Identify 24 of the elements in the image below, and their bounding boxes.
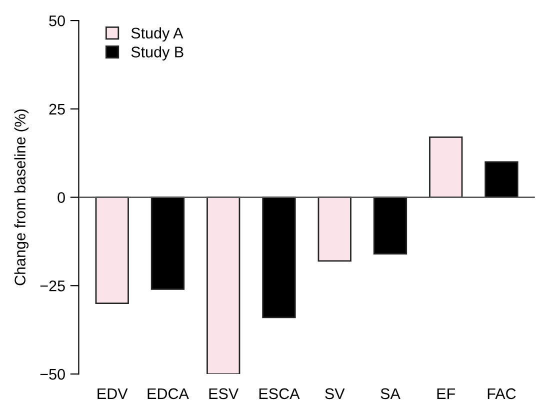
y-tick-label: 25 <box>49 104 65 115</box>
bar <box>373 196 408 255</box>
bar <box>206 196 240 374</box>
bar <box>318 196 352 262</box>
x-tick-label: EDV <box>98 388 128 399</box>
x-tick-label: SA <box>380 388 400 400</box>
legend-label: Study B <box>131 46 184 60</box>
y-tick-label: 0 <box>58 192 65 203</box>
x-tick-label: SV <box>325 388 345 400</box>
y-axis-title: Change from baseline (%) <box>14 109 29 286</box>
legend-label: Study A <box>131 27 184 42</box>
bar <box>150 196 185 290</box>
bar <box>429 136 463 198</box>
x-tick-label: ESCA <box>259 388 300 400</box>
bar <box>95 196 129 304</box>
x-tick-label: EF <box>437 388 456 399</box>
x-tick-label: ESV <box>209 388 239 400</box>
bar <box>262 196 296 318</box>
x-tick-label: FAC <box>488 388 516 400</box>
x-tick-label: EDCA <box>148 388 189 400</box>
y-tick-label: −25 <box>40 280 65 292</box>
bar <box>484 161 518 198</box>
y-tick-label: 50 <box>49 15 65 26</box>
y-tick-label: −50 <box>40 368 65 380</box>
